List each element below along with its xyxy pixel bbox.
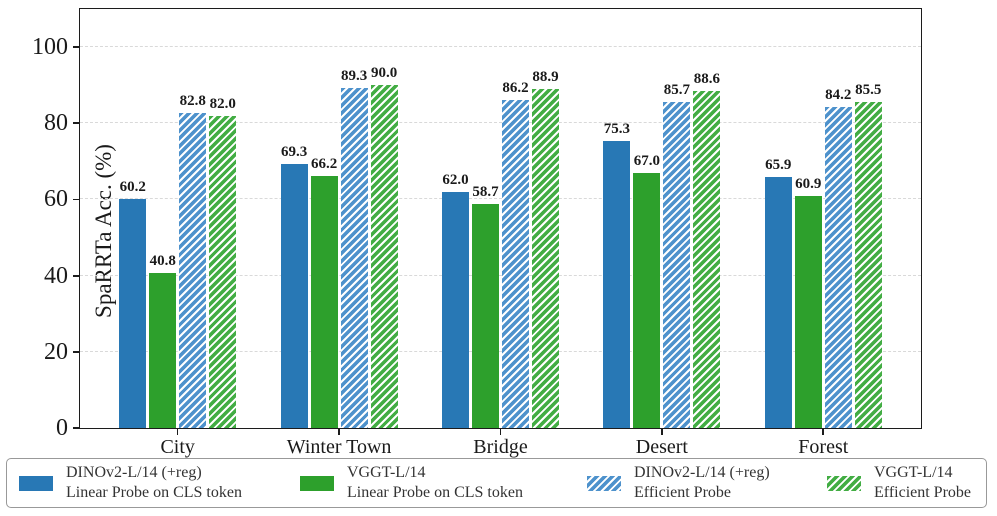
bar-value-label: 62.0 [442,171,469,188]
bar: 88.9 [531,69,559,428]
bar: 67.0 [633,153,661,428]
bar-value-label: 75.3 [603,121,630,138]
bar: 85.7 [663,82,691,428]
legend-swatch-solid [19,475,53,491]
gridline-y-40 [80,274,921,276]
legend-entry-2: VGGT-L/14 Linear Probe on CLS token [300,459,523,507]
legend-label: VGGT-L/14 Efficient Probe [874,463,972,501]
bar: 89.3 [340,68,368,428]
gridline-y-20 [80,350,921,352]
bar: 62.0 [441,172,469,428]
bar: 58.7 [471,184,499,428]
y-tick-label-40: 40 [44,262,68,289]
x-tick-mark [660,428,663,435]
x-tick-label-forest: Forest [798,436,849,458]
bar-value-label: 88.9 [532,69,559,86]
bar: 88.6 [693,71,721,428]
x-tick-label-winter-town: Winter Town [286,436,392,458]
bar-value-label: 40.8 [149,252,176,269]
x-tick-mark [822,428,825,435]
legend-label: VGGT-L/14 Linear Probe on CLS token [347,463,523,501]
bar: 82.0 [209,96,237,428]
gridline-y-100 [80,46,921,48]
x-tick-label-city: City [160,436,195,458]
y-tick-mark [73,351,80,353]
y-tick-label-20: 20 [44,338,68,365]
bar-value-label: 85.5 [855,82,882,99]
x-tick-mark [176,428,179,435]
y-tick-label-60: 60 [44,186,68,213]
legend-swatch-hatched [827,475,861,491]
bar-value-label: 89.3 [340,67,368,84]
y-tick-mark [73,122,80,125]
legend-swatch-solid [300,475,334,491]
y-tick-mark [73,198,80,201]
y-tick-label-100: 100 [32,34,68,61]
legend-entry-4: VGGT-L/14 Efficient Probe [827,459,971,507]
bar-value-label: 90.0 [370,65,398,82]
y-tick-label-0: 0 [56,415,68,441]
bar: 75.3 [603,121,631,428]
bar-value-label: 58.7 [472,184,499,201]
plot-area: SpaRRTa Acc. (%) 0 20 40 60 80 100 60.2 40.8 82.… [32,8,922,458]
bar-group-desert: 75.3 67.0 85.7 88.6 [581,9,742,428]
bar-value-label: 88.6 [693,70,720,87]
bar-group-winter-town: 69.3 66.2 89.3 90.0 [258,9,419,428]
y-tick-label-80: 80 [44,110,68,137]
bar: 85.5 [854,82,882,428]
bar: 60.9 [794,176,822,428]
legend-entry-1: DINOv2-L/14 (+reg) Linear Probe on CLS to… [19,459,242,507]
bar-value-label: 60.2 [119,178,146,195]
bar-value-label: 66.2 [310,155,338,172]
bar: 86.2 [501,80,529,428]
bar: 69.3 [280,144,308,428]
legend-label: DINOv2-L/14 (+reg) Efficient Probe [634,463,770,501]
bar-value-label: 82.8 [179,92,206,109]
legend-swatch-hatched [587,475,621,491]
bar-value-label: 67.0 [633,152,660,169]
y-tick-mark [73,427,80,429]
bar-value-label: 86.2 [502,79,529,96]
bar: 82.8 [179,93,207,428]
gridline-y-60 [80,198,921,200]
bar-value-label: 65.9 [765,156,792,173]
bar: 66.2 [310,156,338,428]
y-tick-mark [73,46,80,49]
bar: 90.0 [370,65,398,428]
bar-value-label: 84.2 [825,87,852,104]
legend-label: DINOv2-L/14 (+reg) Linear Probe on CLS to… [66,463,242,501]
gridline-y-80 [80,122,921,124]
bar-value-label: 85.7 [663,81,690,98]
bar-value-label: 60.9 [795,176,822,193]
y-tick-mark [73,274,80,277]
bar: 60.2 [119,179,147,428]
x-tick-label-desert: Desert [635,436,688,458]
legend: DINOv2-L/14 (+reg) Linear Probe on CLS to… [6,458,987,508]
legend-entry-3: DINOv2-L/14 (+reg) Efficient Probe [587,459,770,507]
bar: 40.8 [149,253,177,428]
bar-group-forest: 65.9 60.9 84.2 85.5 [743,9,904,428]
x-tick-label-bridge: Bridge [473,436,528,458]
bar-group-bridge: 62.0 58.7 86.2 88.9 [420,9,581,428]
bar-value-label: 82.0 [209,95,236,112]
bar-value-label: 69.3 [280,144,308,161]
x-tick-mark [338,428,340,435]
bar: 84.2 [824,87,852,428]
x-tick-mark [499,428,502,435]
bar: 65.9 [764,157,792,428]
bar-group-city: 60.2 40.8 82.8 82.0 [97,9,258,428]
